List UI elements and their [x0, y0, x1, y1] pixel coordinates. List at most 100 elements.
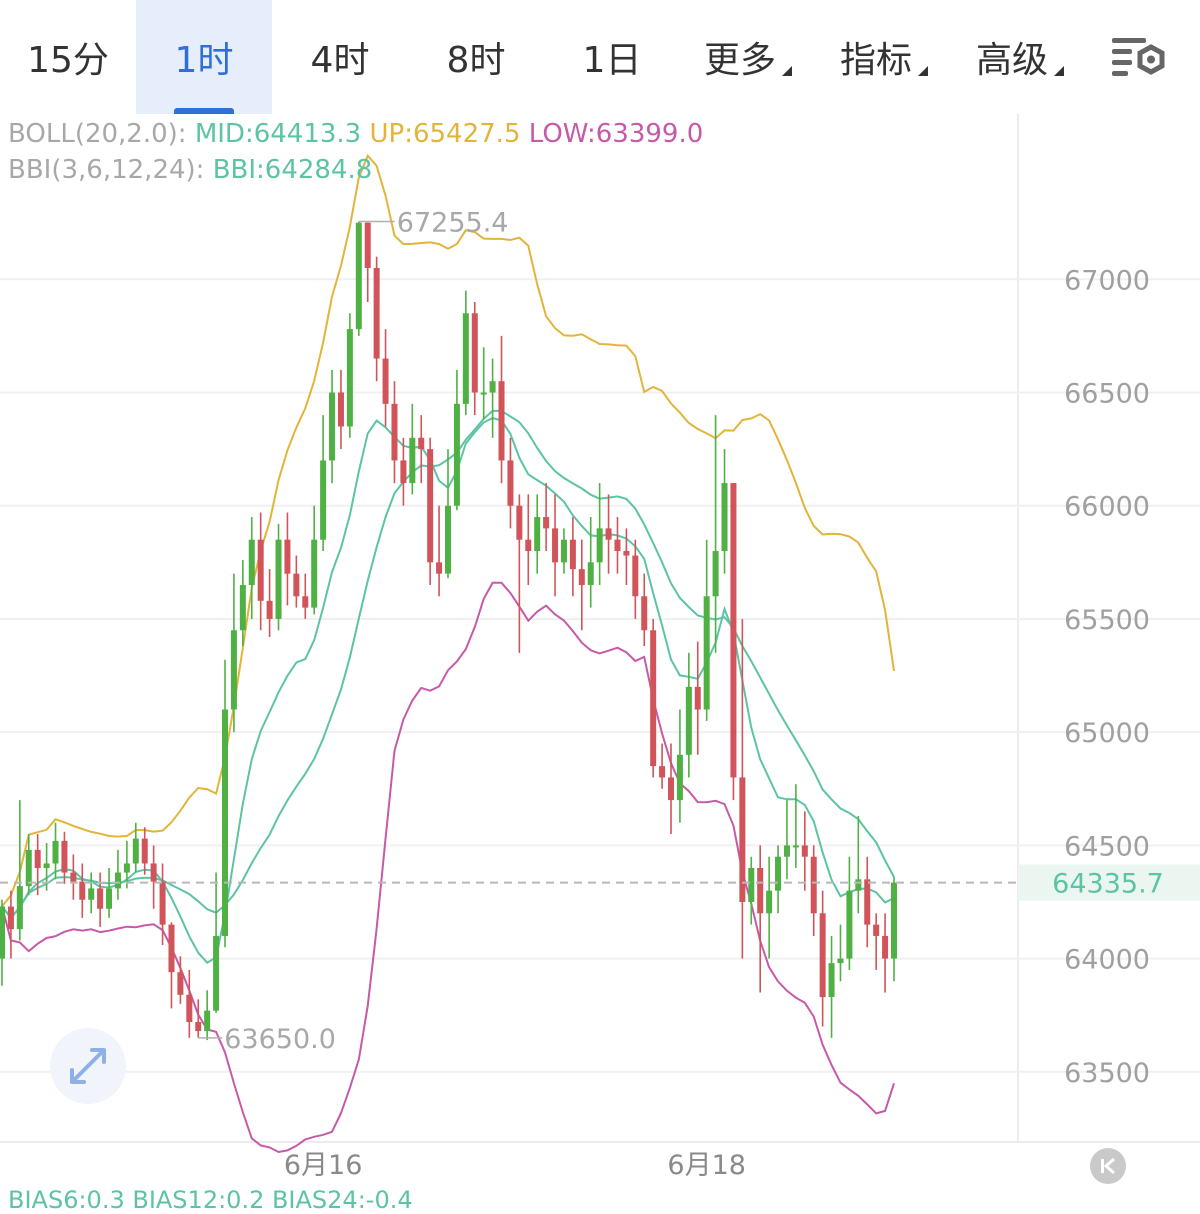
- candle-body: [766, 890, 773, 914]
- timeframe-tab-bar: 15分 1时 4时 8时 1日 更多 指标 高级: [0, 0, 1200, 114]
- candle-body: [712, 551, 719, 597]
- candle-body: [213, 935, 220, 1011]
- boll-mid-value: MID:64413.3: [194, 119, 362, 149]
- candle-body: [97, 888, 104, 909]
- candle-body: [445, 505, 451, 574]
- candle-body: [346, 329, 353, 427]
- chart-grid: [0, 114, 1200, 1143]
- tab-0[interactable]: 15分: [0, 0, 136, 114]
- candle-body: [668, 777, 674, 801]
- high-marker-label: 67255.4: [397, 207, 509, 238]
- candle-body: [632, 555, 639, 597]
- candle-body: [391, 403, 398, 461]
- candle-body: [248, 539, 255, 585]
- candle-body: [453, 403, 460, 506]
- dropdown-caret-icon: [918, 66, 928, 76]
- candle-body: [195, 1021, 202, 1032]
- price-chart[interactable]: 67000 66500 66000 65500 65000 64500 64000 63500…: [0, 114, 1200, 1186]
- chart-settings-button[interactable]: [1110, 32, 1172, 84]
- fullscreen-button[interactable]: [50, 1028, 126, 1104]
- candle-body: [186, 994, 193, 1022]
- candle-body: [382, 358, 389, 404]
- boll-upper-line: [1, 153, 895, 908]
- candle-body: [284, 539, 291, 574]
- candle-body: [891, 882, 897, 959]
- candle-body: [882, 935, 889, 959]
- bbi-legend-row: BBI(3,6,12,24): BBI:64284.8: [8, 152, 703, 188]
- candle-body: [257, 539, 264, 601]
- candle-body: [694, 686, 701, 710]
- candle-body: [239, 584, 246, 631]
- y-axis: 67000 66500 66000 65500 65000 64500 64000 63500: [1064, 265, 1150, 1089]
- tab-7[interactable]: 高级: [952, 0, 1088, 114]
- tab-4[interactable]: 1日: [544, 0, 680, 114]
- boll-low-value: LOW:63399.0: [528, 119, 704, 149]
- candle-body: [534, 517, 541, 552]
- candle-body: [837, 958, 844, 964]
- candle-body: [70, 872, 77, 882]
- candle-body: [329, 392, 336, 461]
- tab-label: 1日: [582, 40, 642, 81]
- candle-body: [864, 879, 871, 925]
- tab-label: 更多: [703, 40, 776, 81]
- candle-body: [275, 539, 282, 619]
- current-price-badge: [1018, 864, 1200, 901]
- y-tick-label: 66000: [1064, 492, 1150, 523]
- tab-3[interactable]: 8时: [408, 0, 544, 114]
- candle-body: [578, 569, 585, 585]
- back-to-latest-icon: [1101, 1157, 1115, 1175]
- candle-body: [79, 881, 86, 900]
- candle-body: [0, 906, 5, 959]
- candle-body: [641, 596, 648, 631]
- candle-body: [159, 881, 166, 925]
- dropdown-caret-icon: [1054, 66, 1064, 76]
- boll-label: BOLL(20,2.0):: [8, 119, 187, 149]
- y-tick-label: 63500: [1064, 1058, 1150, 1089]
- candle-body: [132, 838, 139, 864]
- candle-body: [721, 483, 728, 552]
- dropdown-caret-icon: [782, 66, 792, 76]
- tab-5[interactable]: 更多: [680, 0, 816, 114]
- candle-body: [730, 483, 737, 778]
- candle-body: [587, 562, 594, 585]
- candle-body: [25, 849, 32, 887]
- candle-body: [650, 630, 657, 767]
- candle-body: [61, 840, 68, 873]
- candle-body: [355, 222, 362, 330]
- tab-2[interactable]: 4时: [272, 0, 408, 114]
- candle-body: [88, 888, 95, 900]
- candle-body: [775, 856, 782, 891]
- candle-body: [204, 1010, 211, 1032]
- tab-label: 15分: [27, 40, 109, 81]
- candle-body: [373, 267, 380, 359]
- candle-body: [230, 630, 237, 710]
- candle-body: [569, 539, 576, 570]
- candle-body: [828, 963, 835, 998]
- y-tick-label: 64000: [1064, 945, 1150, 976]
- candle-body: [846, 890, 853, 959]
- bias-legend: BIAS6:0.3 BIAS12:0.2 BIAS24:-0.4: [8, 1186, 413, 1214]
- candle-body: [596, 528, 603, 563]
- candle-body: [498, 381, 505, 461]
- candle-body: [106, 888, 113, 909]
- y-tick-label: 66500: [1064, 379, 1150, 410]
- candle-body: [489, 381, 496, 393]
- tab-1[interactable]: 1时: [136, 0, 272, 114]
- scroll-to-latest-button[interactable]: [1090, 1148, 1126, 1184]
- x-axis: 6月16 6月18: [284, 1150, 746, 1181]
- candle-body: [123, 863, 130, 873]
- candle-body: [364, 222, 371, 268]
- bbi-label: BBI(3,6,12,24):: [8, 155, 205, 185]
- candle-body: [302, 596, 309, 608]
- candle-body: [293, 573, 300, 597]
- candle-body: [311, 539, 318, 608]
- candle-body: [855, 879, 862, 891]
- tab-label: 4时: [310, 40, 370, 81]
- candle-body: [792, 845, 799, 848]
- candle-body: [400, 460, 407, 484]
- candle-body: [471, 313, 478, 393]
- candle-body: [52, 840, 59, 864]
- x-tick-label: 6月16: [284, 1150, 363, 1181]
- tab-6[interactable]: 指标: [816, 0, 952, 114]
- candlesticks: [0, 221, 897, 1041]
